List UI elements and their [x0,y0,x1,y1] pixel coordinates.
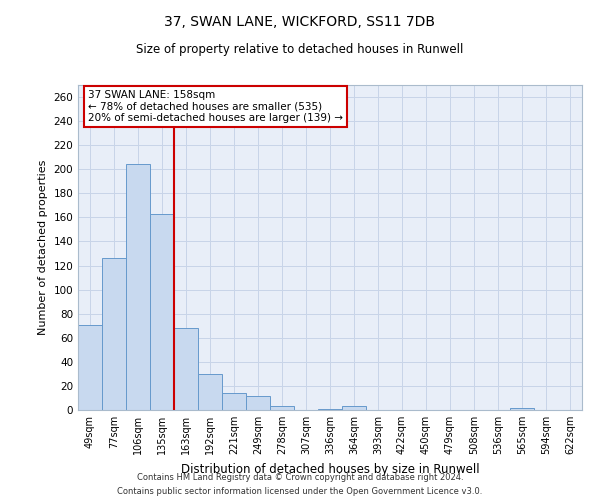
Bar [150,214,174,410]
Bar [510,408,534,410]
Bar [342,406,366,410]
Bar [174,328,198,410]
Text: Contains HM Land Registry data © Crown copyright and database right 2024.: Contains HM Land Registry data © Crown c… [137,472,463,482]
Bar [126,164,150,410]
X-axis label: Distribution of detached houses by size in Runwell: Distribution of detached houses by size … [181,462,479,475]
Text: Contains public sector information licensed under the Open Government Licence v3: Contains public sector information licen… [118,488,482,496]
Text: 37 SWAN LANE: 158sqm
← 78% of detached houses are smaller (535)
20% of semi-deta: 37 SWAN LANE: 158sqm ← 78% of detached h… [88,90,343,123]
Bar [246,396,270,410]
Bar [318,409,342,410]
Bar [102,258,126,410]
Text: Size of property relative to detached houses in Runwell: Size of property relative to detached ho… [136,42,464,56]
Text: 37, SWAN LANE, WICKFORD, SS11 7DB: 37, SWAN LANE, WICKFORD, SS11 7DB [164,15,436,29]
Bar [222,393,246,410]
Bar [270,406,294,410]
Y-axis label: Number of detached properties: Number of detached properties [38,160,48,335]
Bar [78,324,102,410]
Bar [198,374,222,410]
